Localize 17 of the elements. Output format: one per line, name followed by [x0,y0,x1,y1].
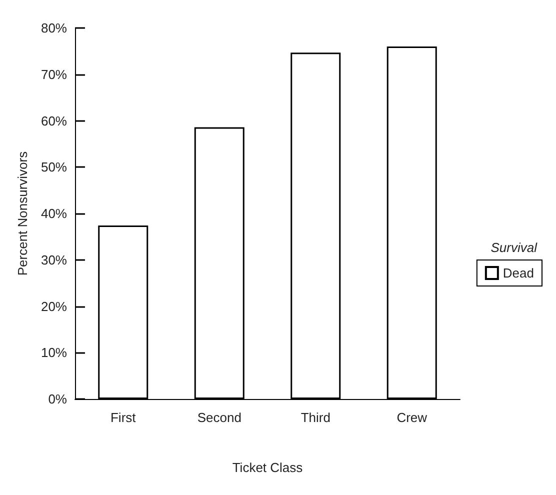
x-tick-label: First [110,410,136,425]
x-tick-label: Third [300,410,330,425]
y-axis-title: Percent Nonsurvivors [15,150,30,276]
y-tick-label: 30% [40,252,68,268]
x-tick-label: Crew [396,410,428,425]
y-tick-label: 10% [40,345,68,360]
y-tick-label: 20% [40,298,68,314]
y-tick-label: 60% [40,113,68,128]
legend-label: Dead [502,266,534,280]
x-tick-label: Second [197,410,242,425]
y-tick-label: 0% [48,392,68,406]
y-tick-label: 40% [40,206,68,221]
y-tick-label: 80% [40,20,68,36]
y-tick-label: 50% [40,160,68,175]
legend-title: Survival [490,240,538,255]
x-axis-title: Ticket Class [232,460,304,475]
y-tick-label: 70% [40,66,68,82]
